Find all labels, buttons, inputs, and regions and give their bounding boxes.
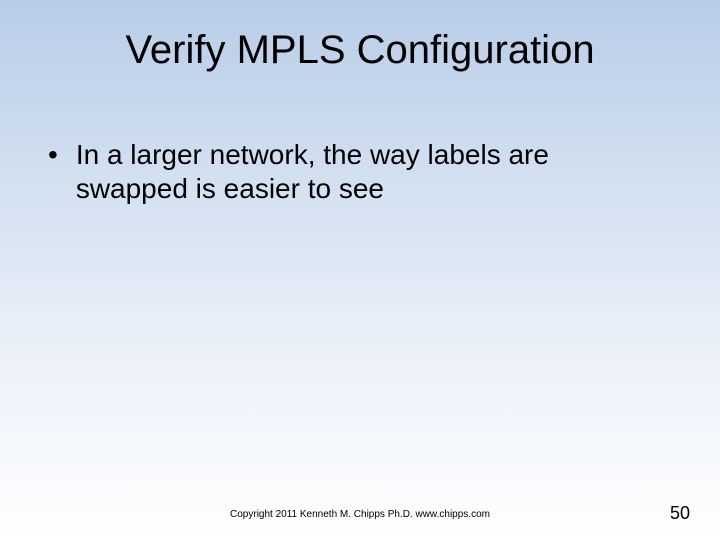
slide-title: Verify MPLS Configuration — [0, 28, 720, 73]
bullet-text: In a larger network, the way labels are … — [76, 138, 660, 206]
slide-body: • In a larger network, the way labels ar… — [40, 138, 660, 206]
bullet-marker-icon: • — [48, 138, 58, 172]
bullet-item: • In a larger network, the way labels ar… — [40, 138, 660, 206]
page-number: 50 — [670, 503, 690, 524]
slide: Verify MPLS Configuration • In a larger … — [0, 0, 720, 540]
footer-copyright: Copyright 2011 Kenneth M. Chipps Ph.D. w… — [0, 509, 720, 520]
